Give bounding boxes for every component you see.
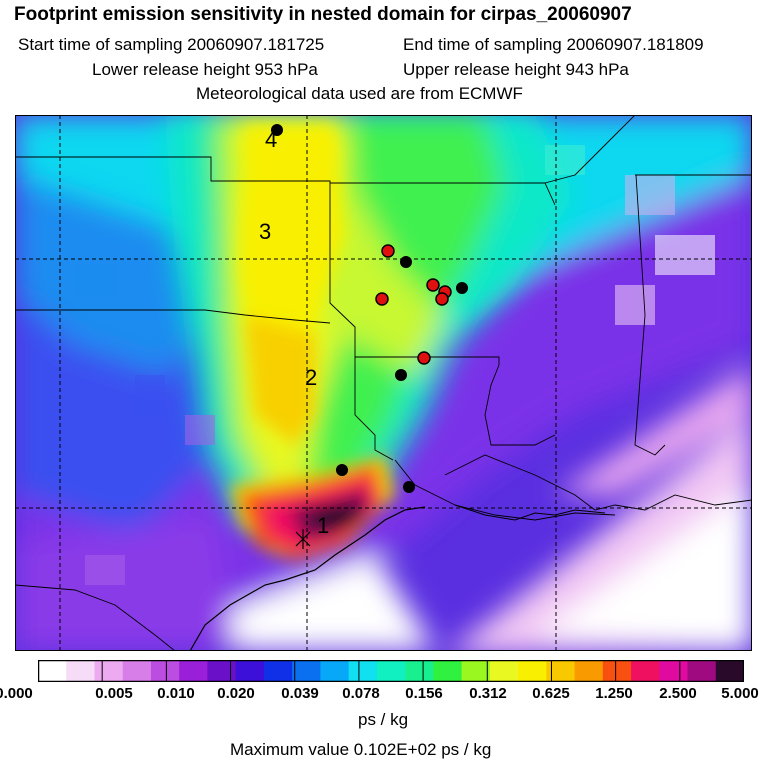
position-dot	[271, 124, 283, 136]
max-value-text: Maximum value 0.102E+02 ps / kg	[230, 740, 492, 759]
position-dot	[395, 369, 407, 381]
colorbar-tick-label: 2.500	[659, 685, 697, 702]
position-dot	[456, 282, 468, 294]
release-marker	[417, 351, 431, 365]
colorbar-swatch	[179, 660, 208, 682]
colorbar-tick-label: 0.078	[342, 685, 380, 702]
colorbar-swatch	[715, 660, 744, 682]
colorbar-swatch	[235, 660, 265, 682]
start-time-text: Start time of sampling 20060907.181725	[18, 35, 325, 54]
colorbar-swatch	[376, 660, 406, 682]
colorbar-swatch	[207, 660, 237, 682]
upper-release-text: Upper release height 943 hPa	[403, 60, 629, 79]
colorbar-tick-label: 5.000	[721, 685, 759, 702]
region-label-3: 3	[259, 219, 271, 244]
colorbar-tick-label: 0.312	[469, 685, 507, 702]
position-dot	[336, 464, 348, 476]
colorbar-swatch	[38, 660, 67, 682]
colorbar-unit: ps / kg	[358, 710, 409, 729]
colorbar	[38, 660, 744, 682]
colorbar-swatch	[348, 660, 378, 682]
colorbar-tick-label: 0.005	[95, 685, 133, 702]
colorbar-swatch	[263, 660, 293, 682]
colorbar-tick-label: 0.000	[0, 685, 33, 702]
colorbar-swatch	[461, 660, 491, 682]
colorbar-swatch	[687, 660, 717, 682]
release-marker	[375, 292, 389, 306]
colorbar-swatch	[518, 660, 547, 682]
colorbar-swatch	[433, 660, 463, 682]
colorbar-swatch	[659, 660, 689, 682]
colorbar-swatch	[631, 660, 660, 682]
lower-release-text: Lower release height 953 hPa	[92, 60, 318, 79]
colorbar-tick-label: 0.625	[532, 685, 570, 702]
colorbar-tick-label: 0.156	[405, 685, 443, 702]
colorbar-swatch	[122, 660, 152, 682]
plot-title: Footprint emission sensitivity in nested…	[14, 4, 632, 25]
met-data-text: Meteorological data used are from ECMWF	[196, 84, 523, 103]
colorbar-swatch	[292, 660, 321, 682]
colorbar-swatch	[320, 660, 350, 682]
colorbar-tick-label: 0.010	[157, 685, 195, 702]
colorbar-swatch	[546, 660, 576, 682]
colorbar-tick-label: 1.250	[595, 685, 633, 702]
region-label-2: 2	[305, 365, 317, 390]
position-dot	[403, 481, 415, 493]
colorbar-swatch	[150, 660, 180, 682]
release-marker	[381, 244, 395, 258]
position-dot	[400, 256, 412, 268]
footprint-map: 4 3 2 1	[15, 115, 752, 651]
release-marker	[435, 292, 449, 306]
colorbar-swatch	[602, 660, 632, 682]
colorbar-tick-label: 0.039	[281, 685, 319, 702]
colorbar-swatch	[66, 660, 95, 682]
release-site-icon	[295, 529, 311, 549]
colorbar-swatch	[94, 660, 124, 682]
region-label-1: 1	[317, 513, 329, 538]
colorbar-swatch	[405, 660, 434, 682]
colorbar-tick-label: 0.020	[217, 685, 255, 702]
release-marker	[426, 278, 440, 292]
colorbar-swatch	[489, 660, 519, 682]
colorbar-swatch	[574, 660, 604, 682]
colorbar-border	[38, 660, 744, 682]
end-time-text: End time of sampling 20060907.181809	[403, 35, 704, 54]
